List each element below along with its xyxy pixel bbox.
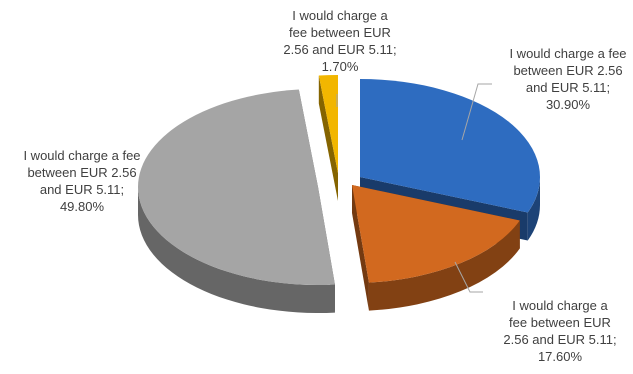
slice-2 xyxy=(138,89,335,285)
data-label-3: I would charge a fee between EUR 2.56 and … xyxy=(283,8,396,74)
leader-line-0 xyxy=(461,83,492,141)
slice-side-2-0 xyxy=(138,187,335,313)
data-labels: I would charge a fee between EUR 2.56 and … xyxy=(23,8,626,364)
slice-side-1-0 xyxy=(368,220,520,311)
slice-side-0-0 xyxy=(527,177,541,241)
data-label-1: I would charge a fee between EUR 2.56 and … xyxy=(503,298,616,364)
data-label-0: I would charge a fee between EUR 2.56 and … xyxy=(509,46,626,112)
slice-0 xyxy=(360,79,541,213)
slice-wall-3-0 xyxy=(318,75,338,201)
data-label-2: I would charge a fee between EUR 2.56 and … xyxy=(23,148,140,214)
leader-lines xyxy=(336,83,492,293)
slice-1 xyxy=(352,185,520,283)
slice-3 xyxy=(318,75,338,173)
slice-wall-1-1 xyxy=(352,185,369,311)
pie-top-layer xyxy=(138,75,541,285)
leader-line-1 xyxy=(454,261,483,293)
